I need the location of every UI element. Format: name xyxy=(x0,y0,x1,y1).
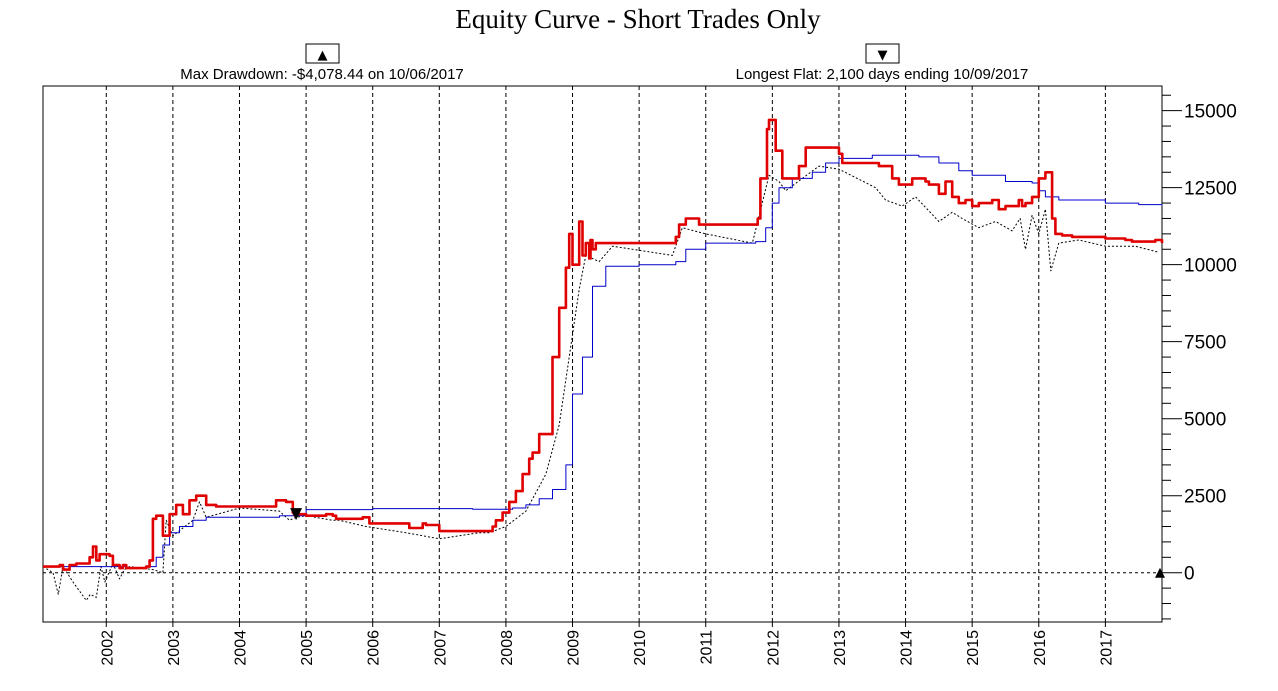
x-tick-label: 2010 xyxy=(632,630,649,666)
y-tick-label: 10000 xyxy=(1184,256,1237,277)
x-tick-label: 2007 xyxy=(432,630,449,666)
longest-flat-label: Longest Flat: 2,100 days ending 10/09/20… xyxy=(736,66,1029,83)
chart-title: Equity Curve - Short Trades Only xyxy=(455,4,821,34)
y-tick-label: 2500 xyxy=(1184,487,1226,508)
x-tick-label: 2014 xyxy=(899,630,916,666)
average-series-line xyxy=(43,154,1163,569)
drawdown-series-line xyxy=(42,165,1159,601)
y-tick-label: 7500 xyxy=(1184,333,1226,354)
y-tick-label: 0 xyxy=(1184,564,1195,585)
drawdown-marker xyxy=(290,508,303,521)
x-tick-label: 2008 xyxy=(499,630,516,666)
plot-frame xyxy=(42,85,1163,623)
x-tick-label: 2002 xyxy=(99,630,116,666)
x-tick-label: 2003 xyxy=(166,630,183,666)
y-tick-label: 15000 xyxy=(1184,102,1237,123)
x-tick-label: 2017 xyxy=(1098,630,1115,666)
x-tick-label: 2013 xyxy=(832,630,849,666)
max-drawdown-arrow-button[interactable]: ▲ xyxy=(305,43,340,64)
x-tick-label: 2009 xyxy=(566,630,583,666)
y-tick-label: 5000 xyxy=(1184,410,1226,431)
plot-area: 2002 2003 2004 2005 2006 2007 2008 2009 2010 2011… xyxy=(42,85,1237,666)
zero-marker xyxy=(1155,567,1166,578)
down-arrow-icon: ▼ xyxy=(878,48,888,63)
max-drawdown-label: Max Drawdown: -$4,078.44 on 10/06/2017 xyxy=(180,66,464,83)
x-tick-label: 2015 xyxy=(965,630,982,666)
x-tick-label: 2006 xyxy=(366,630,383,666)
up-arrow-icon: ▲ xyxy=(318,48,328,63)
longest-flat-arrow-button[interactable]: ▼ xyxy=(865,43,900,64)
x-tick-label: 2016 xyxy=(1032,630,1049,666)
x-tick-label: 2005 xyxy=(299,630,316,666)
y-tick-label: 12500 xyxy=(1184,179,1237,200)
x-tick-label: 2004 xyxy=(232,630,249,666)
equity-series-line xyxy=(43,118,1164,571)
x-tick-label: 2012 xyxy=(765,630,782,666)
x-tick-label: 2011 xyxy=(699,630,716,665)
